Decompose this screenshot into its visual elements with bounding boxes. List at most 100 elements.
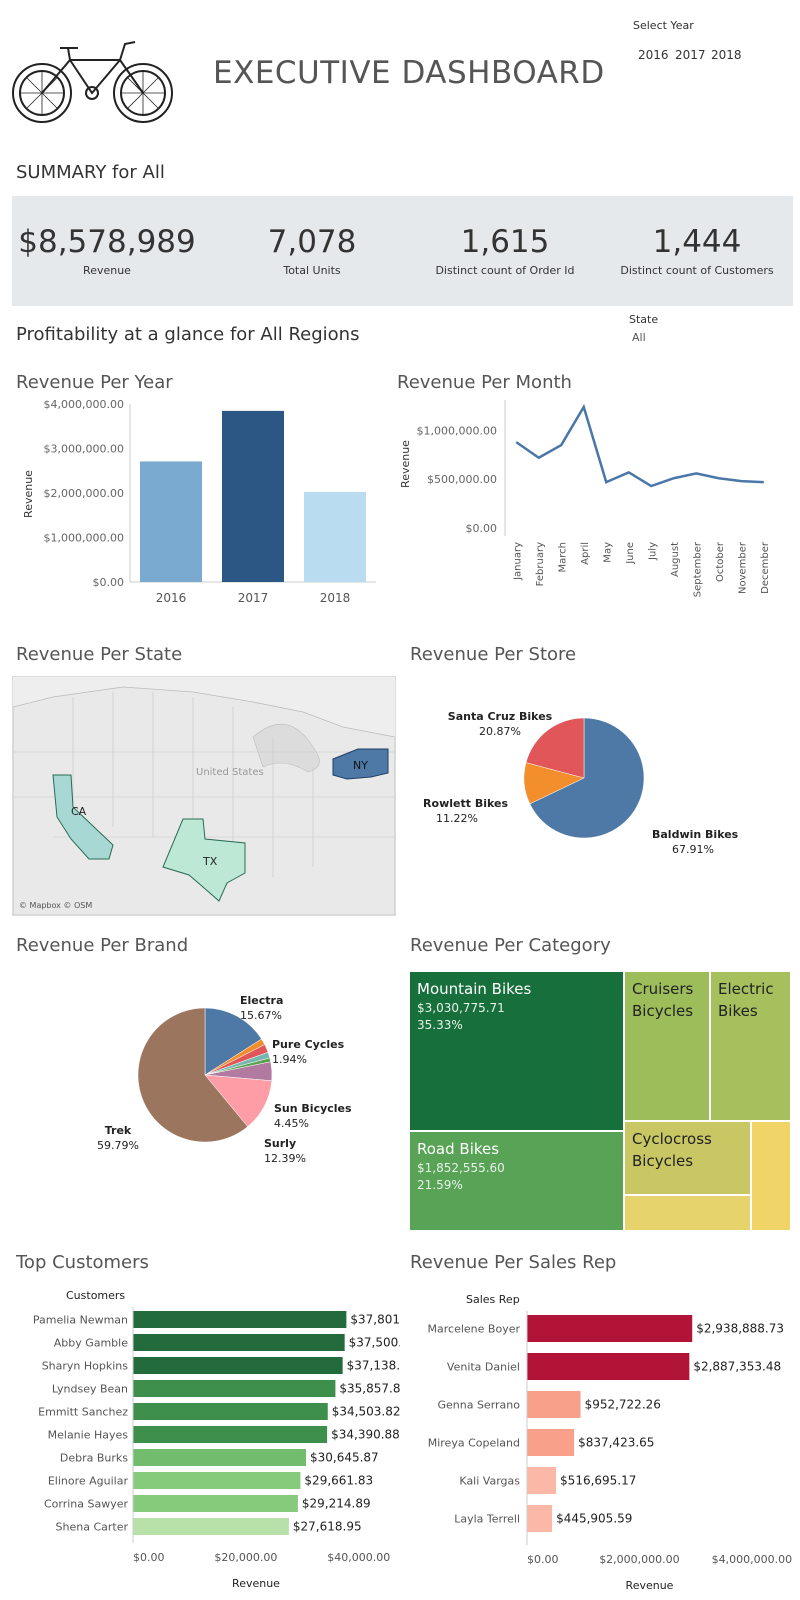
kpi-value: 1,615 — [460, 224, 550, 260]
bar-genna-serrano — [527, 1391, 581, 1418]
treemap-value: $1,852,555.60 — [417, 1161, 505, 1175]
row-label: Genna Serrano — [437, 1399, 520, 1412]
slice-percent-label: 4.45% — [274, 1117, 309, 1130]
y-tick-label: $1,000,000.00 — [44, 532, 124, 545]
year-option-2018[interactable]: 2018 — [711, 48, 742, 62]
pie-slice-trek — [137, 1007, 249, 1143]
x-tick-label: May — [602, 542, 613, 563]
map-label-tx: TX — [202, 855, 218, 868]
kpi-value: $8,578,989 — [18, 224, 196, 260]
y-tick-label: $0.00 — [466, 522, 498, 535]
bar-layla-terrell — [527, 1505, 553, 1532]
row-label: Debra Burks — [60, 1452, 128, 1465]
row-label: Shena Carter — [56, 1521, 129, 1534]
pie-slice-baldwin-bikes — [529, 717, 645, 839]
row-label: Pamelia Newman — [33, 1314, 128, 1327]
row-label: Lyndsey Bean — [52, 1383, 128, 1396]
row-label: Marcelene Boyer — [428, 1323, 521, 1336]
state-filter-value[interactable]: All — [632, 331, 646, 344]
slice-name-label: Baldwin Bikes — [652, 828, 739, 841]
year-option-2017[interactable]: 2017 — [675, 48, 706, 62]
row-label: Layla Terrell — [454, 1513, 520, 1526]
kpi-label: Distinct count of Customers — [620, 264, 774, 277]
slice-percent-label: 11.22% — [436, 812, 478, 825]
revenue-per-year-chart: $0.00 $1,000,000.00 $2,000,000.00 $3,000,00… — [22, 398, 376, 605]
year-option-2016[interactable]: 2016 — [638, 48, 669, 62]
bar-shena-carter — [133, 1518, 289, 1535]
us-map: CA TX NY United States © Mapbox © OSM — [12, 677, 396, 916]
bar-corrina-sawyer — [133, 1495, 298, 1512]
state-tx[interactable] — [162, 818, 246, 902]
treemap-value: $3,030,775.71 — [417, 1001, 505, 1015]
revenue-per-sales-rep-title: Revenue Per Sales Rep — [410, 1252, 617, 1273]
revenue-per-sales-rep-chart: Sales Rep Marcelene Boyer $2,938,888.73 Ven… — [428, 1293, 793, 1590]
x-axis-label: Revenue — [232, 1577, 280, 1590]
map-label-country: United States — [196, 767, 264, 778]
x-tick-label: $2,000,000.00 — [599, 1553, 679, 1566]
x-tick-label: $40,000.00 — [327, 1551, 390, 1564]
row-label: Sharyn Hopkins — [42, 1360, 129, 1373]
state-ny[interactable] — [332, 748, 389, 780]
series-line — [515, 403, 764, 488]
bar-lyndsey-bean — [133, 1380, 336, 1397]
state-borders — [13, 692, 395, 877]
revenue-per-brand-chart: Electra 15.67% Pure Cycles 1.94% Sun Bicycle… — [97, 994, 352, 1165]
kpi-customer-count: 1,444 Distinct count of Customers — [602, 224, 792, 277]
row-label: Melanie Hayes — [48, 1429, 129, 1442]
treemap-cell-cruisers-bicycles — [625, 972, 709, 1120]
kpi-label: Total Units — [283, 264, 341, 277]
bar-2018 — [304, 491, 366, 582]
bicycle-icon — [12, 41, 173, 123]
x-tick-label: $0.00 — [527, 1553, 559, 1566]
bar-sharyn-hopkins — [133, 1357, 343, 1374]
row-label: Abby Gamble — [54, 1337, 129, 1350]
x-tick-label: 2018 — [320, 591, 351, 605]
x-tick-label: $4,000,000.00 — [712, 1553, 792, 1566]
treemap-cell-electric-bikes — [711, 972, 790, 1120]
revenue-per-month-chart: $0.00 $500,000.00 $1,000,000.00 Revenue Janu… — [399, 400, 771, 597]
bar-venita-daniel — [527, 1353, 690, 1380]
map-label-ca: CA — [71, 805, 87, 818]
slice-percent-label: 12.39% — [264, 1152, 306, 1165]
treemap-cell-other-5 — [625, 1196, 750, 1230]
map-label-ny: NY — [353, 759, 368, 772]
x-tick-label: October — [715, 541, 726, 582]
kpi-value: 1,444 — [652, 224, 742, 260]
bar-2016 — [140, 461, 202, 582]
kpi-value: 7,078 — [267, 224, 357, 260]
x-tick-label: September — [692, 541, 703, 597]
kpi-total-units: 7,078 Total Units — [222, 224, 402, 277]
bar-value-label: $34,503.82 — [332, 1405, 400, 1419]
bicycle-logo — [10, 40, 175, 125]
year-filter-label: Select Year — [633, 19, 694, 32]
bar-value-label: $37,801.84 — [350, 1313, 400, 1327]
revenue-per-category-title: Revenue Per Category — [410, 935, 611, 956]
treemap-label: Bicycles — [632, 1002, 693, 1020]
pie-slice-santa-cruz-bikes — [525, 717, 585, 779]
y-tick-label: $500,000.00 — [427, 473, 497, 486]
revenue-per-category-treemap: Mountain Bikes $3,030,775.71 35.33% Road Bi… — [410, 972, 790, 1230]
kpi-label: Revenue — [83, 264, 131, 277]
state-ca[interactable] — [52, 774, 114, 860]
bar-pamelia-newman — [133, 1311, 347, 1328]
revenue-per-month-title: Revenue Per Month — [397, 372, 572, 393]
bar-2017 — [222, 410, 284, 582]
treemap-label: Bicycles — [632, 1152, 693, 1170]
bar-value-label: $29,661.83 — [304, 1474, 373, 1488]
revenue-per-state-map[interactable]: CA TX NY United States © Mapbox © OSM — [12, 676, 396, 916]
slice-percent-label: 15.67% — [240, 1009, 282, 1022]
x-tick-label: December — [760, 541, 771, 594]
treemap-percent: 21.59% — [417, 1178, 463, 1192]
bar-value-label: $29,214.89 — [302, 1497, 371, 1511]
bar-melanie-hayes — [133, 1426, 328, 1443]
row-label: Emmitt Sanchez — [38, 1406, 128, 1419]
treemap-label: Cyclocross — [632, 1130, 712, 1148]
y-axis-label: Revenue — [399, 440, 412, 488]
slice-percent-label: 20.87% — [479, 725, 521, 738]
revenue-per-brand-title: Revenue Per Brand — [16, 935, 189, 956]
pie-slice-electra — [204, 1007, 262, 1076]
bar-value-label: $837,423.65 — [578, 1436, 654, 1450]
y-tick-label: $2,000,000.00 — [44, 487, 124, 500]
bar-value-label: $27,618.95 — [293, 1520, 362, 1534]
great-lakes — [252, 723, 320, 773]
